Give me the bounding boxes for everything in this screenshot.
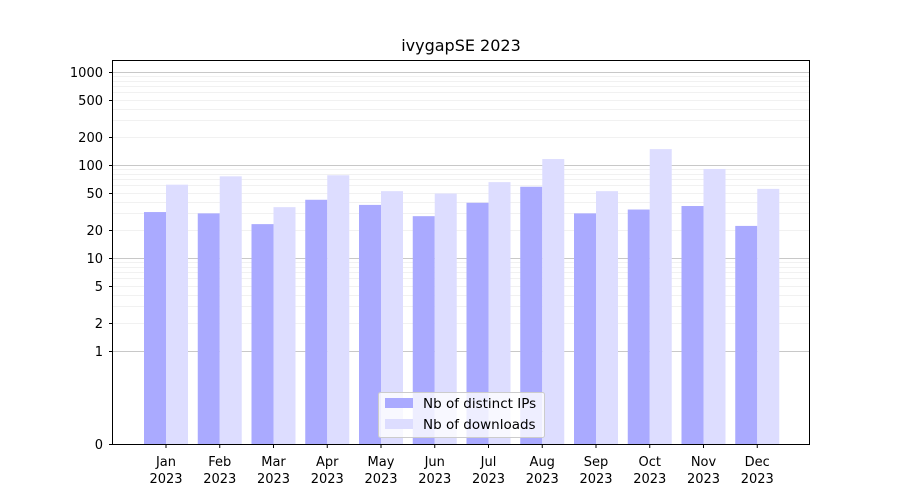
bar-distinct-ips <box>251 224 274 444</box>
bar-distinct-ips <box>627 209 650 444</box>
x-tick-label-year: 2023 <box>149 472 182 487</box>
x-tick-label-year: 2023 <box>687 472 720 487</box>
y-tick-label: 200 <box>78 131 103 146</box>
bar-downloads <box>381 191 403 444</box>
y-tick-label: 20 <box>86 224 103 239</box>
x-tick-label-month: Jan <box>155 455 176 470</box>
x-tick-label-month: Apr <box>316 455 339 470</box>
x-tick-label-year: 2023 <box>633 472 666 487</box>
x-tick-label-month: May <box>368 455 395 470</box>
bar-downloads <box>488 182 511 444</box>
x-tick-label-month: Nov <box>691 455 717 470</box>
bar-distinct-ips <box>359 204 381 444</box>
x-tick-label-month: Dec <box>745 455 770 470</box>
x-tick-label-year: 2023 <box>257 472 290 487</box>
y-tick-label: 1000 <box>70 66 103 81</box>
legend-label: Nb of distinct IPs <box>423 396 536 412</box>
bar-distinct-ips <box>144 212 166 444</box>
x-axis: Jan 2023 Feb 2023 Mar 2023 Apr 2023 May 2023 Jun 20… <box>149 444 774 487</box>
bar-downloads <box>327 175 350 444</box>
legend-label: Nb of downloads <box>423 417 536 433</box>
y-tick-label: 50 <box>86 187 103 202</box>
bar-distinct-ips <box>681 206 704 444</box>
bars <box>144 149 780 445</box>
x-tick-label-year: 2023 <box>311 472 344 487</box>
chart-title: ivygapSE 2023 <box>401 36 521 55</box>
bar-distinct-ips <box>197 213 220 444</box>
y-tick-label: 5 <box>95 280 103 295</box>
bar-distinct-ips <box>305 199 328 444</box>
x-tick-label-month: Oct <box>639 455 661 470</box>
x-tick-label-month: Aug <box>530 455 555 470</box>
x-tick-label-year: 2023 <box>741 472 774 487</box>
x-tick-label-year: 2023 <box>418 472 451 487</box>
legend-swatch <box>385 398 413 408</box>
x-tick-label-month: Sep <box>584 455 609 470</box>
y-tick-label: 10 <box>86 252 103 267</box>
bar-downloads <box>273 207 296 444</box>
x-tick-label-year: 2023 <box>579 472 612 487</box>
legend-swatch <box>385 419 413 429</box>
x-tick-label-month: Mar <box>261 455 286 470</box>
plot-frame <box>112 60 810 445</box>
bar-downloads <box>596 191 618 444</box>
bar-downloads <box>649 149 672 444</box>
bar-downloads <box>757 188 780 444</box>
x-tick-label-year: 2023 <box>203 472 236 487</box>
x-tick-label-year: 2023 <box>526 472 559 487</box>
bar-downloads <box>219 176 242 445</box>
y-tick-label: 1 <box>95 345 103 360</box>
bar-distinct-ips <box>574 213 596 444</box>
x-tick-label-month: Jul <box>480 455 497 470</box>
legend: Nb of distinct IPs Nb of downloads <box>378 392 545 438</box>
legend-box <box>378 392 545 438</box>
bar-downloads <box>703 168 726 444</box>
bar-distinct-ips <box>412 216 435 444</box>
y-tick-label: 500 <box>78 94 103 109</box>
x-tick-label-month: Jun <box>424 455 445 470</box>
x-tick-label-month: Feb <box>208 455 231 470</box>
x-tick-label-year: 2023 <box>472 472 505 487</box>
y-tick-label: 2 <box>95 317 103 332</box>
bar-distinct-ips <box>735 225 758 444</box>
bar-downloads <box>434 193 457 444</box>
y-tick-label: 100 <box>78 159 103 174</box>
bar-downloads <box>542 159 565 444</box>
x-tick-label-year: 2023 <box>364 472 397 487</box>
y-tick-label: 0 <box>95 438 103 453</box>
bar-distinct-ips <box>466 202 489 444</box>
y-axis: 0 1 2 5 10 20 50 100 200 500 1000 <box>70 66 113 453</box>
bar-downloads <box>166 184 188 445</box>
bar-distinct-ips <box>520 186 543 444</box>
